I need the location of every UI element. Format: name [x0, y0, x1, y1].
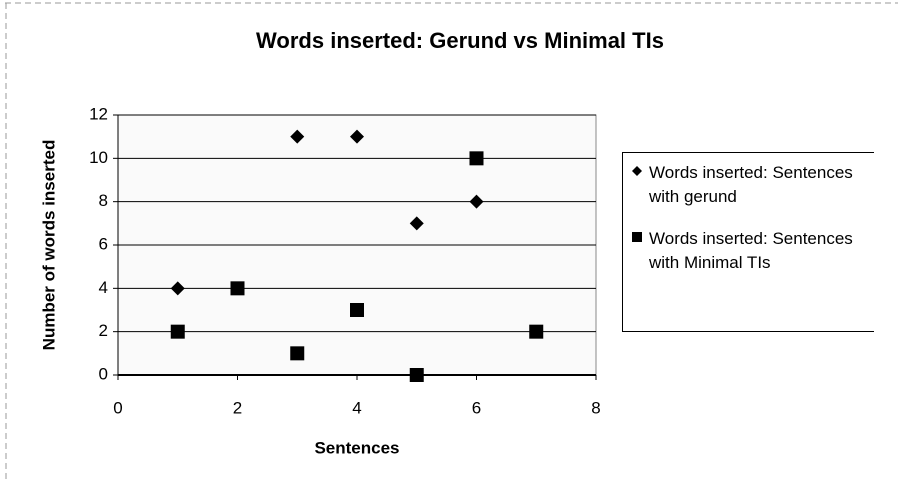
point — [350, 303, 364, 317]
x-tick-label: 0 — [113, 398, 122, 417]
y-tick-label: 6 — [99, 234, 108, 253]
point — [350, 129, 364, 144]
x-tick-label: 4 — [352, 398, 361, 417]
y-tick-label: 2 — [99, 321, 108, 340]
x-tick-label: 6 — [472, 398, 481, 417]
legend: Words inserted: Sentences with gerund Wor… — [622, 152, 874, 332]
point — [409, 216, 424, 231]
y-tick-label: 4 — [99, 278, 108, 297]
point — [290, 129, 305, 144]
point — [170, 324, 185, 339]
point — [170, 281, 185, 296]
point — [469, 194, 484, 209]
point — [230, 281, 245, 296]
y-tick-label: 12 — [89, 104, 108, 123]
chart-title: Words inserted: Gerund vs Minimal TIs — [256, 28, 664, 53]
y-tick-label: 8 — [99, 191, 108, 210]
point — [290, 346, 305, 361]
x-tick-label: 8 — [591, 398, 600, 417]
legend-label: Words inserted: Sentences with gerund — [649, 163, 853, 206]
point — [469, 151, 484, 166]
point — [409, 368, 424, 382]
legend-symbol — [631, 227, 649, 275]
legend-entry: Words inserted: Sentences with Minimal T… — [631, 227, 874, 275]
legend-entry: Words inserted: Sentences with gerund — [631, 161, 874, 209]
y-tick-label: 0 — [99, 364, 108, 383]
legend-label: Words inserted: Sentences with Minimal T… — [649, 229, 853, 272]
legend-symbol — [631, 161, 649, 209]
y-axis-label: Number of words inserted — [39, 140, 58, 351]
x-tick-label: 2 — [233, 398, 242, 417]
x-axis-label: Sentences — [314, 438, 399, 457]
y-tick-label: 10 — [89, 148, 108, 167]
point — [529, 324, 544, 339]
